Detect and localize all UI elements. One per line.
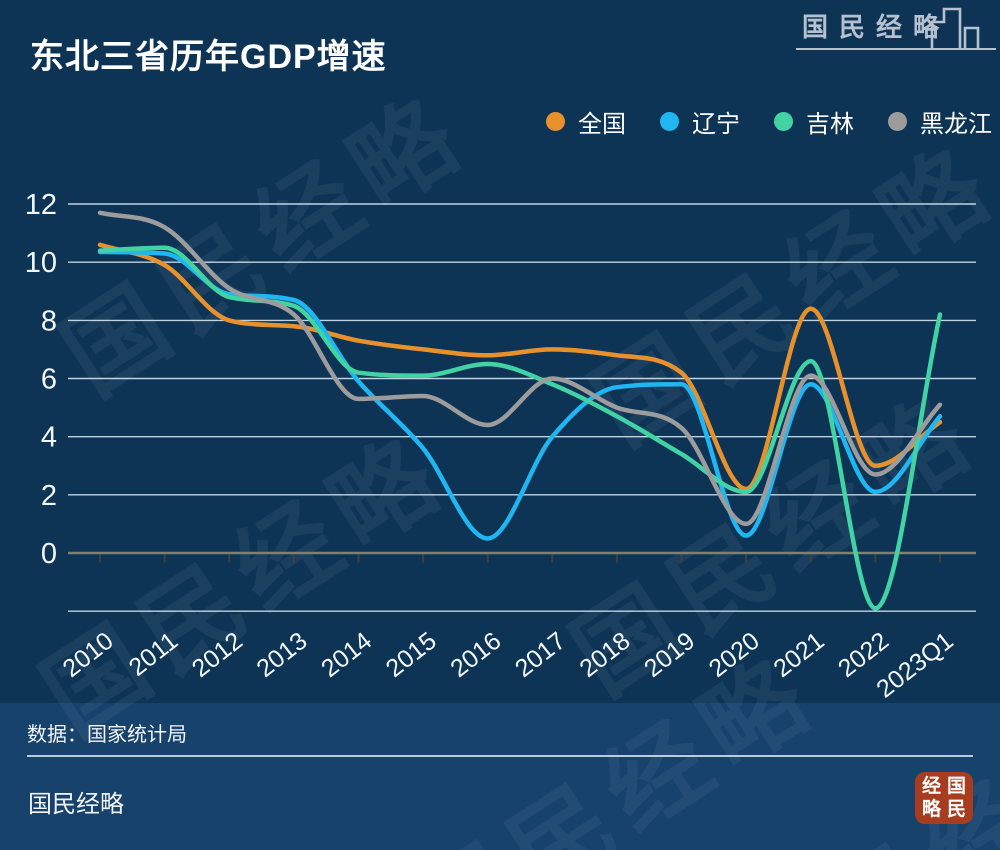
x-axis-label: 2010 bbox=[58, 627, 119, 683]
legend-label: 吉林 bbox=[806, 111, 854, 138]
x-axis-label: 2013 bbox=[251, 627, 312, 683]
y-axis-label: 8 bbox=[41, 305, 57, 337]
chart-legend: 全国 辽宁 吉林 黑龙江 bbox=[546, 104, 992, 139]
legend-item-national[interactable]: 全国 bbox=[546, 104, 626, 139]
legend-item-jilin[interactable]: 吉林 bbox=[774, 104, 854, 139]
legend-dot bbox=[774, 112, 793, 131]
series-line-national bbox=[97, 242, 943, 492]
seal-char: 略 bbox=[921, 799, 941, 820]
x-axis-label: 2021 bbox=[768, 627, 829, 683]
x-axis-label: 2020 bbox=[704, 627, 765, 683]
legend-dot bbox=[546, 112, 565, 131]
y-axis-label: 6 bbox=[41, 364, 57, 396]
legend-dot bbox=[660, 112, 679, 131]
y-axis-label: 10 bbox=[25, 247, 57, 279]
x-axis-label: 2016 bbox=[445, 627, 506, 683]
seal-char: 国 bbox=[946, 776, 966, 797]
legend-label: 黑龙江 bbox=[920, 111, 992, 138]
footer-brand: 国民经略 bbox=[28, 791, 124, 818]
legend-label: 辽宁 bbox=[692, 111, 740, 138]
x-axis-label: 2014 bbox=[316, 627, 377, 683]
data-source-label: 数据：国家统计局 bbox=[27, 724, 187, 746]
y-axis-label: 12 bbox=[25, 189, 57, 221]
seal-char: 经 bbox=[921, 776, 941, 797]
legend-label: 全国 bbox=[578, 111, 626, 138]
y-axis-label: 2 bbox=[41, 480, 57, 512]
footer: 数据：国家统计局 国民经略 国民经略 bbox=[0, 703, 1000, 850]
legend-item-liaoning[interactable]: 辽宁 bbox=[660, 104, 740, 139]
seal-char: 民 bbox=[946, 799, 966, 820]
footer-divider bbox=[27, 755, 973, 757]
x-axis-label: 2019 bbox=[639, 627, 700, 683]
y-axis-label: 0 bbox=[41, 538, 57, 570]
y-axis-label: 4 bbox=[41, 422, 57, 454]
page-title: 东北三省历年GDP增速 bbox=[30, 38, 387, 76]
series-line-liaoning bbox=[97, 249, 943, 541]
x-axis-label: 2011 bbox=[124, 627, 184, 682]
brand-name: 国民经略 bbox=[802, 13, 951, 42]
series-line-heilongjiang bbox=[97, 210, 943, 527]
x-axis-label: 2018 bbox=[575, 627, 636, 683]
brand-logo: 国民经略 bbox=[796, 7, 996, 50]
legend-item-heilongjiang[interactable]: 黑龙江 bbox=[888, 104, 992, 139]
x-axis-label: 2015 bbox=[381, 627, 442, 683]
x-axis-label: 2012 bbox=[187, 627, 248, 683]
footer-band bbox=[0, 703, 1000, 850]
x-axis-label: 2017 bbox=[510, 627, 571, 683]
legend-dot bbox=[888, 112, 907, 131]
skyline-icon bbox=[930, 7, 980, 50]
brand-seal: 国民经略 bbox=[915, 772, 973, 824]
